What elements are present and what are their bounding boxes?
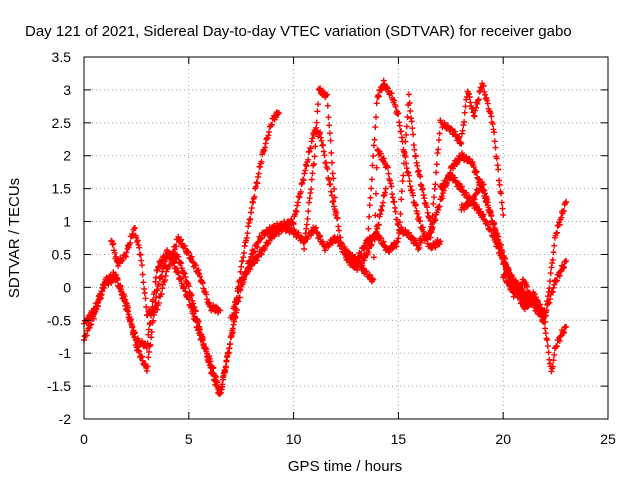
y-tick-label: -0.5 (47, 312, 71, 328)
y-tick-label: 1 (63, 214, 71, 230)
x-tick-label: 0 (80, 431, 88, 447)
y-tick-label: 2 (63, 148, 71, 164)
x-tick-label: 15 (391, 431, 407, 447)
x-tick-labels: 0 5 10 15 20 25 (80, 431, 616, 447)
y-axis-label: SDTVAR / TECUs (6, 178, 23, 298)
series-sat-l (458, 197, 570, 375)
x-tick-label: 20 (495, 431, 511, 447)
series-sat-h (374, 91, 435, 255)
series-sat-c (108, 225, 224, 319)
y-tick-label: 1.5 (52, 181, 72, 197)
axis-ticks (83, 56, 609, 420)
series-markers (343, 146, 423, 285)
y-tick-label: 2.5 (52, 115, 72, 131)
y-tick-label: -1 (59, 345, 72, 361)
y-tick-label: 0 (63, 279, 71, 295)
grid (84, 57, 608, 419)
y-tick-label: -1.5 (47, 378, 71, 394)
y-tick-label: 3 (63, 82, 71, 98)
x-tick-label: 5 (185, 431, 193, 447)
series-sat-i (426, 80, 507, 250)
y-tick-labels: -2 -1.5 -1 -0.5 0 0.5 1 1.5 2 2.5 3 3.5 (47, 49, 71, 427)
x-tick-label: 10 (286, 431, 302, 447)
series-sat-f (343, 146, 423, 285)
y-tick-label: 0.5 (52, 246, 72, 262)
series-markers (108, 225, 224, 319)
y-tick-label: 3.5 (52, 49, 72, 65)
series-markers (458, 197, 570, 375)
y-tick-label: -2 (59, 411, 72, 427)
x-tick-label: 25 (600, 431, 616, 447)
series-markers (426, 80, 507, 250)
series-markers (374, 91, 435, 255)
data-points (81, 77, 570, 398)
x-axis-label: GPS time / hours (288, 458, 402, 475)
series-sat-m (500, 198, 570, 325)
series-markers (500, 198, 570, 325)
chart-title: Day 121 of 2021, Sidereal Day-to-day VTE… (25, 23, 572, 40)
plot-frame (83, 56, 609, 420)
